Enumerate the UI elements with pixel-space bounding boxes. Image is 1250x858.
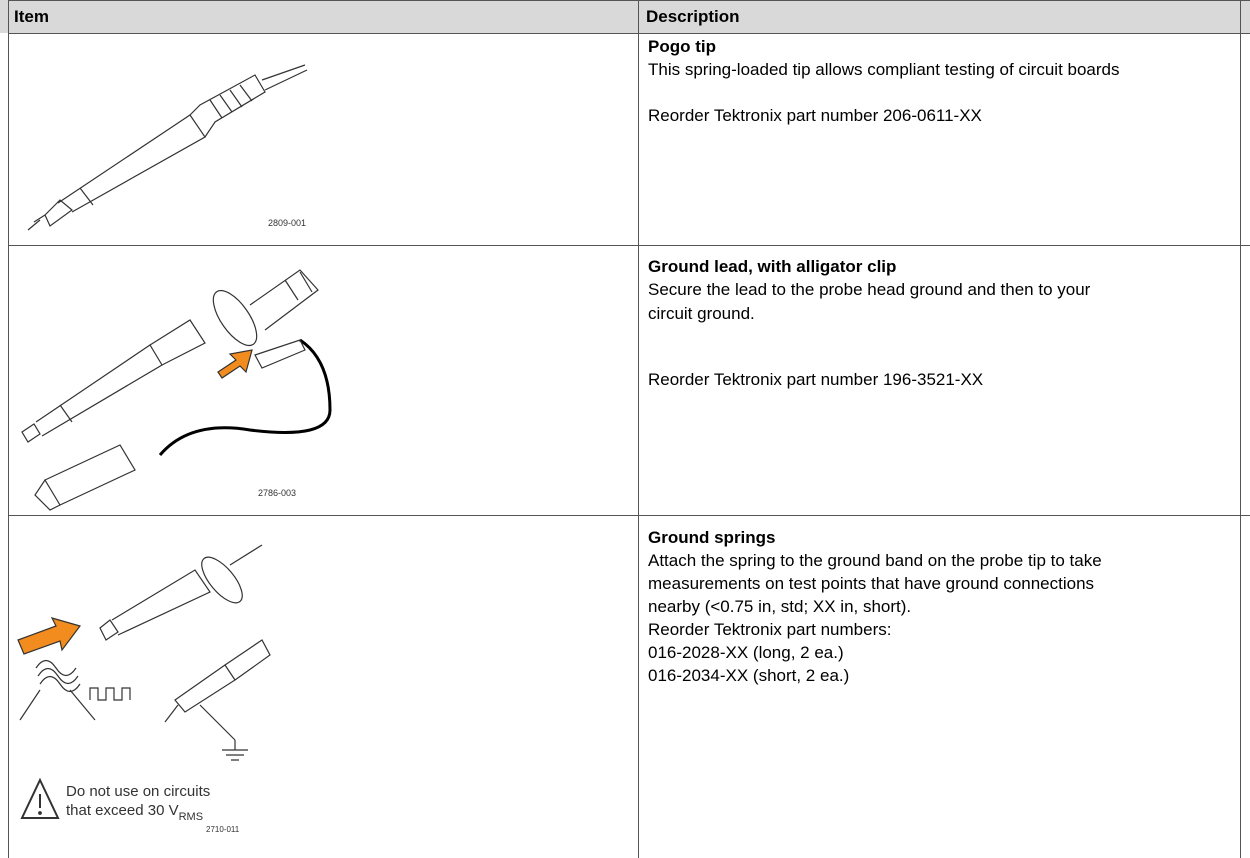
figure-label: 2809-001 <box>268 218 306 228</box>
border <box>8 0 1250 1</box>
border <box>8 515 1250 516</box>
border <box>8 0 9 858</box>
item-part: Reorder Tektronix part number 206-0611-X… <box>648 106 982 125</box>
item-text: 016-2028-XX (long, 2 ea.) <box>648 643 844 662</box>
item-text: This spring-loaded tip allows compliant … <box>648 60 1120 79</box>
ground-springs-drawing <box>17 544 271 819</box>
warning-text: that exceed 30 V <box>66 802 179 819</box>
item-text: measurements on test points that have gr… <box>648 574 1095 593</box>
border <box>638 0 639 858</box>
item-text: circuit ground. <box>648 304 755 323</box>
figure-label: 2786-003 <box>258 488 296 498</box>
item-text: Reorder Tektronix part numbers: <box>648 620 892 639</box>
pogo-tip-drawing <box>27 64 308 231</box>
item-text: 016-2034-XX (short, 2 ea.) <box>648 666 850 685</box>
border <box>8 33 1250 34</box>
border <box>1240 0 1241 858</box>
item-title: Pogo tip <box>648 37 716 56</box>
header-cell: Item <box>14 7 49 26</box>
header-cell: Description <box>646 7 740 26</box>
item-part: Reorder Tektronix part number 196-3521-X… <box>648 370 984 389</box>
item-text: Attach the spring to the ground band on … <box>648 551 1102 570</box>
header-bg <box>0 0 1250 33</box>
ground-lead-drawing <box>21 269 332 511</box>
warning-subscript: RMS <box>179 811 203 823</box>
item-text: nearby (<0.75 in, std; XX in, short). <box>648 597 912 616</box>
item-text: Secure the lead to the probe head ground… <box>648 280 1091 299</box>
warning-text: that exceed 30 VRMS <box>66 802 203 823</box>
border <box>8 245 1250 246</box>
item-title: Ground lead, with alligator clip <box>648 257 897 276</box>
warning-text: Do not use on circuits <box>66 783 210 800</box>
illustrations: 2809-001 2786-003 Do not use on circuits… <box>17 64 332 834</box>
figure-label: 2710-011 <box>206 825 240 834</box>
item-title: Ground springs <box>648 528 776 547</box>
